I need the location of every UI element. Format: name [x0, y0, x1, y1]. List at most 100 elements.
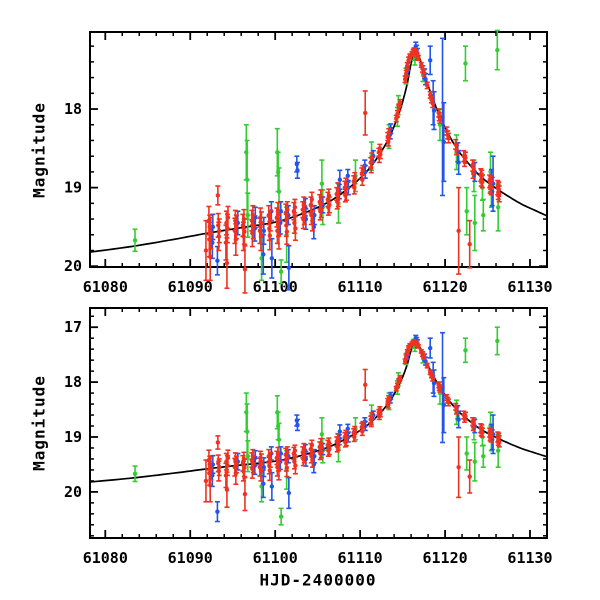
- top-red-band-point: [377, 146, 383, 151]
- top-red-band-point: [284, 229, 290, 234]
- top-blue-band-point: [269, 256, 275, 261]
- top-red-band-point: [335, 186, 340, 192]
- top-red-band-point: [251, 224, 256, 230]
- bottom-green-band-point: [244, 429, 250, 434]
- top-red-band-point: [360, 168, 366, 173]
- top-green-band-point: [464, 208, 469, 214]
- bottom-red-band-point: [369, 413, 374, 419]
- top-blue-band-point: [428, 58, 433, 63]
- bottom-x-tick-label: 61100: [253, 549, 298, 567]
- top-red-band-point: [416, 55, 421, 61]
- bottom-red-band-point: [310, 457, 315, 463]
- top-red-band-point: [471, 166, 476, 171]
- bottom-red-band-point: [215, 440, 221, 445]
- bottom-green-band-point: [319, 432, 325, 437]
- bottom-blue-band-point: [261, 464, 266, 470]
- bottom-red-band-point: [251, 462, 256, 467]
- top-red-band-point: [369, 155, 374, 160]
- top-red-band-point: [215, 193, 221, 198]
- bottom-red-band-point: [360, 429, 365, 434]
- bottom-red-band-point: [276, 467, 282, 473]
- top-green-band-point: [245, 212, 251, 218]
- top-red-band-point: [343, 181, 349, 186]
- bottom-red-band-point: [285, 450, 290, 455]
- top-x-tick-label: 61090: [168, 278, 213, 296]
- bottom-red-band-point: [208, 466, 213, 472]
- top-red-band-point: [310, 218, 315, 223]
- top-blue-band-point: [215, 258, 220, 263]
- top-red-band-point: [242, 267, 248, 272]
- bottom-red-band-point: [242, 491, 248, 497]
- top-green-band-point: [319, 181, 325, 186]
- top-red-band-point: [259, 220, 264, 226]
- top-red-band-point: [207, 254, 213, 259]
- top-red-band-point: [276, 232, 282, 237]
- bottom-blue-band-point: [295, 422, 300, 428]
- top-red-band-point: [467, 242, 472, 247]
- top-red-band-point: [208, 231, 213, 236]
- bottom-y-tick-label: 18: [64, 373, 82, 391]
- bottom-red-band-point: [225, 455, 231, 461]
- bottom-red-band-point: [217, 464, 222, 470]
- top-green-band-point: [472, 220, 477, 226]
- bottom-red-band-point: [234, 462, 239, 467]
- bottom-green-band-point: [463, 348, 468, 353]
- top-red-band-point: [421, 70, 427, 76]
- top-red-band-point: [430, 101, 435, 106]
- bottom-red-band-point: [386, 396, 391, 401]
- top-red-band-point: [397, 100, 403, 105]
- bottom-red-band-point: [327, 446, 332, 452]
- top-red-band-point: [402, 76, 408, 82]
- bottom-x-tick-label: 61120: [422, 549, 467, 567]
- top-green-band-point: [481, 212, 486, 218]
- top-blue-band-point: [423, 76, 428, 82]
- top-blue-band-point: [456, 160, 461, 165]
- top-x-tick-label: 61120: [422, 278, 467, 296]
- top-blue-band-point: [345, 173, 351, 179]
- bottom-green-band-point: [495, 338, 500, 344]
- bottom-green-band-point: [472, 459, 477, 464]
- top-x-tick-label: 61130: [507, 278, 552, 296]
- bottom-red-band-point: [360, 422, 366, 428]
- bottom-red-band-point: [344, 439, 349, 444]
- bottom-x-tick-label: 61090: [168, 549, 213, 567]
- top-red-band-point: [242, 229, 247, 234]
- bottom-red-band-point: [430, 376, 435, 381]
- bottom-green-band-point: [245, 454, 251, 459]
- top-red-band-point: [480, 179, 485, 184]
- bottom-red-band-point: [421, 354, 427, 360]
- top-green-band-point: [463, 61, 468, 66]
- bottom-red-band-point: [416, 344, 421, 349]
- bottom-red-band-point: [267, 468, 273, 473]
- bottom-red-band-point: [403, 355, 409, 360]
- bottom-green-band-point: [464, 451, 469, 456]
- bottom-red-band-point: [268, 457, 273, 463]
- bottom-red-band-point: [352, 434, 357, 440]
- top-red-band-point: [395, 111, 400, 116]
- bottom-red-band-point: [293, 463, 298, 468]
- bottom-red-band-point: [275, 451, 281, 456]
- bottom-red-band-point: [488, 434, 494, 440]
- bottom-red-band-point: [242, 465, 247, 470]
- top-red-band-point: [292, 205, 298, 210]
- top-red-band-point: [378, 152, 383, 157]
- top-green-band-point: [495, 205, 501, 210]
- top-blue-band-point: [210, 224, 216, 230]
- top-green-band-point: [244, 177, 250, 182]
- top-red-band-point: [463, 155, 468, 160]
- top-model-curve: [89, 51, 548, 253]
- bottom-red-band-point: [386, 402, 391, 408]
- top-y-tick-label: 20: [64, 257, 82, 275]
- top-x-tick-label: 61100: [253, 278, 298, 296]
- top-red-band-point: [344, 191, 349, 197]
- top-red-band-point: [403, 71, 409, 76]
- bottom-red-band-point: [480, 430, 485, 435]
- top-panel-frame: [89, 31, 548, 268]
- bottom-red-band-point: [207, 483, 213, 488]
- top-red-band-point: [369, 165, 374, 171]
- bottom-red-band-point: [497, 439, 502, 444]
- top-red-band-point: [224, 260, 230, 266]
- bottom-red-band-point: [203, 478, 209, 484]
- top-red-band-point: [319, 207, 324, 212]
